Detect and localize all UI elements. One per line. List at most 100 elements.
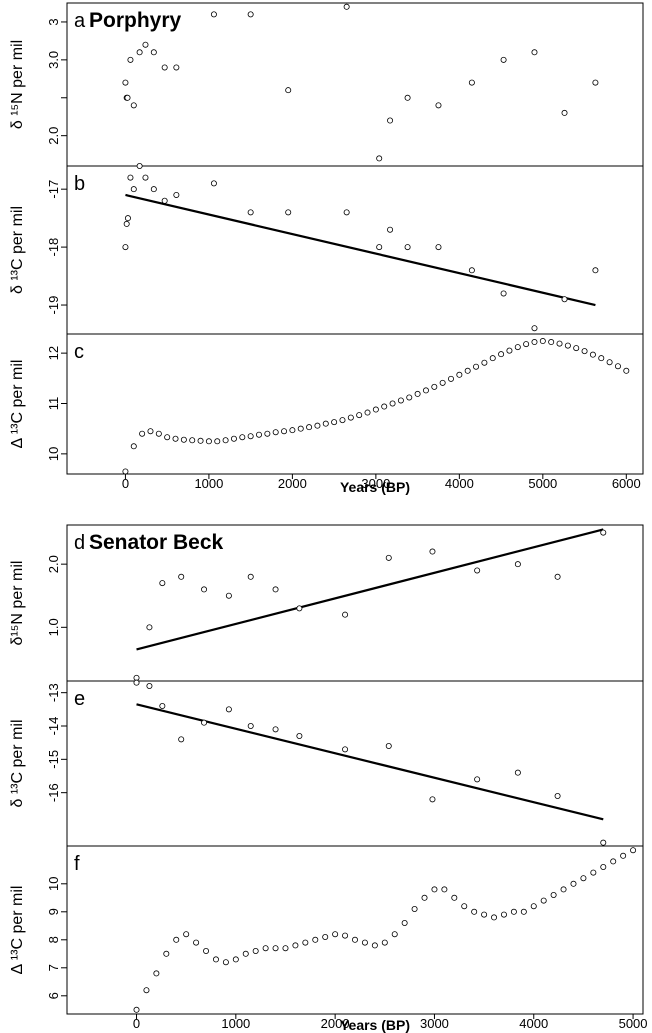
- data-point: [447, 375, 454, 382]
- regression-line: [136, 703, 604, 821]
- data-point: [147, 428, 154, 435]
- data-point: [173, 936, 180, 943]
- data-point: [159, 703, 166, 710]
- data-point: [222, 959, 229, 966]
- data-point: [193, 939, 200, 946]
- data-point: [473, 363, 480, 370]
- data-point: [161, 64, 168, 71]
- regression-line: [136, 528, 604, 651]
- data-point: [164, 434, 171, 441]
- data-point: [387, 226, 394, 233]
- data-point: [163, 950, 170, 957]
- y-tick-label: -15: [46, 750, 61, 769]
- data-point: [561, 109, 568, 116]
- x-tick-label: 5000: [619, 1016, 648, 1031]
- data-point: [127, 56, 134, 63]
- data-point: [592, 79, 599, 86]
- data-point: [159, 580, 166, 587]
- data-point: [514, 769, 521, 776]
- data-point: [397, 397, 404, 404]
- data-point: [203, 948, 210, 955]
- data-point: [262, 945, 269, 952]
- data-point: [606, 359, 613, 366]
- data-point: [342, 746, 349, 753]
- x-tick-label: 1000: [221, 1016, 250, 1031]
- y-tick-label: 6: [46, 992, 61, 999]
- x-tick-label: 0: [133, 1016, 140, 1031]
- data-point: [614, 363, 621, 370]
- y-tick-label: -17: [46, 180, 61, 199]
- panel-label: c: [74, 341, 84, 363]
- data-point: [589, 351, 596, 358]
- data-point: [554, 793, 561, 800]
- data-point: [212, 956, 219, 963]
- panel-frame: [66, 680, 644, 847]
- y-axis-label: δ ¹⁵N per mil: [9, 40, 26, 129]
- data-point: [272, 726, 279, 733]
- data-point: [232, 956, 239, 963]
- site-name: Porphyry: [89, 9, 182, 32]
- panel-label: f: [74, 853, 80, 875]
- data-point: [136, 162, 143, 169]
- data-point: [282, 945, 289, 952]
- data-point: [468, 267, 475, 274]
- data-point: [471, 908, 478, 915]
- y-tick-label: -13: [46, 683, 61, 702]
- data-point: [247, 11, 254, 18]
- data-point: [142, 41, 149, 48]
- data-point: [456, 371, 463, 378]
- data-point: [474, 567, 481, 574]
- data-point: [133, 1006, 140, 1013]
- x-tick-label: 1000: [194, 476, 223, 491]
- data-point: [401, 920, 408, 927]
- data-point: [381, 939, 388, 946]
- y-axis-label: Δ ¹³C per mil: [9, 360, 26, 449]
- data-point: [222, 437, 229, 444]
- x-tick-label: 6000: [612, 476, 641, 491]
- data-point: [385, 743, 392, 750]
- panel-d: 1.0 2.0 δ¹⁵N per mil d Senator Beck: [9, 524, 644, 682]
- y-tick-label: 10: [46, 877, 61, 891]
- data-point: [296, 733, 303, 740]
- y-axis-label: δ ¹³C per mil: [9, 719, 26, 807]
- x-tick-label: 5000: [528, 476, 557, 491]
- y-tick-label: 9: [46, 908, 61, 915]
- y-tick-label: -16: [46, 783, 61, 802]
- data-point: [331, 419, 338, 426]
- data-point: [506, 347, 513, 354]
- panel-c: 10 11 12 Δ ¹³C per mil 0 1000 2000 3000 4000 5000…: [9, 333, 644, 495]
- x-tick-label: 3000: [420, 1016, 449, 1031]
- y-tick-label: 11: [46, 397, 61, 411]
- data-point: [564, 342, 571, 349]
- data-point: [592, 267, 599, 274]
- data-point: [123, 220, 130, 227]
- data-point: [239, 434, 246, 441]
- data-point: [372, 406, 379, 413]
- y-tick-label: 8: [46, 936, 61, 943]
- data-point: [150, 49, 157, 56]
- data-point: [514, 344, 521, 351]
- data-point: [570, 880, 577, 887]
- data-point: [130, 443, 137, 450]
- data-point: [414, 390, 421, 397]
- data-point: [339, 417, 346, 424]
- data-point: [406, 394, 413, 401]
- data-point: [173, 191, 180, 198]
- data-point: [342, 611, 349, 618]
- data-point: [183, 931, 190, 938]
- data-point: [441, 886, 448, 893]
- y-tick-label: -19: [46, 296, 61, 315]
- data-point: [322, 934, 329, 941]
- data-point: [491, 914, 498, 921]
- x-tick-label: 3000: [361, 476, 390, 491]
- data-point: [122, 468, 129, 475]
- data-point: [285, 209, 292, 216]
- y-tick-label: 2.0: [46, 555, 61, 573]
- panel-label: d: [74, 532, 85, 554]
- data-point: [139, 430, 146, 437]
- data-point: [225, 592, 232, 599]
- data-point: [247, 723, 254, 730]
- data-point: [581, 348, 588, 355]
- data-point: [431, 383, 438, 390]
- x-tick-label: 2000: [321, 1016, 350, 1031]
